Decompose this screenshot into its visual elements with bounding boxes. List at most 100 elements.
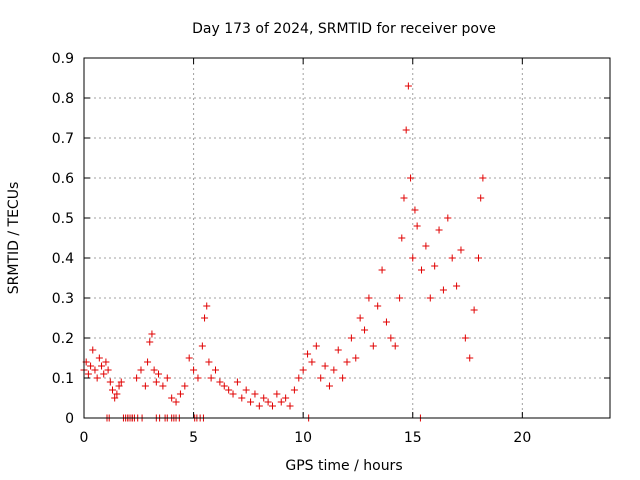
data-point (255, 402, 263, 410)
data-point (347, 334, 355, 342)
data-point (190, 366, 198, 374)
data-point (106, 378, 114, 386)
data-point (113, 390, 121, 398)
data-point (439, 286, 447, 294)
data-point (146, 338, 154, 346)
data-point (299, 366, 307, 374)
plot-frame (83, 57, 611, 419)
data-point (201, 314, 209, 322)
tick-labels: 0 0.1 0.2 0.3 0.4 0.5 0.6 0.7 0.8 0.9 0 5 10 15 20 (52, 51, 532, 446)
data-point (304, 350, 312, 358)
data-point (426, 294, 434, 302)
data-point (247, 398, 255, 406)
data-point (361, 326, 369, 334)
data-point (396, 294, 404, 302)
ticks-layer (83, 57, 610, 419)
data-point (330, 366, 338, 374)
data-point (413, 222, 421, 230)
y-tick-label: 0.1 (52, 371, 74, 387)
data-point (176, 390, 184, 398)
data-point (365, 294, 373, 302)
data-point (91, 366, 99, 374)
data-point (229, 390, 237, 398)
data-point (295, 374, 303, 382)
data-point (431, 262, 439, 270)
data-point (398, 234, 406, 242)
data-point (391, 342, 399, 350)
data-point (422, 242, 430, 250)
y-tick-label: 0 (65, 411, 74, 427)
data-point (461, 334, 469, 342)
y-tick-label: 0.9 (52, 51, 74, 67)
data-point (144, 358, 152, 366)
x-tick-label: 5 (189, 430, 198, 446)
data-point (378, 266, 386, 274)
chart-title: Day 173 of 2024, SRMTID for receiver pov… (192, 21, 496, 37)
data-point (343, 358, 351, 366)
data-point (220, 382, 228, 390)
data-point (286, 402, 294, 410)
data-point (369, 342, 377, 350)
data-point (155, 370, 163, 378)
data-point (479, 174, 487, 182)
data-point (282, 394, 290, 402)
data-point (260, 394, 268, 402)
data-point (207, 374, 215, 382)
x-tick-label: 20 (513, 430, 531, 446)
data-point (290, 386, 298, 394)
data-point (133, 374, 141, 382)
data-point (470, 306, 478, 314)
data-point (108, 386, 116, 394)
data-point (402, 126, 410, 134)
data-point (198, 342, 206, 350)
data-point (117, 378, 125, 386)
data-point (238, 394, 246, 402)
data-point (334, 346, 342, 354)
data-point (141, 382, 149, 390)
data-point (242, 386, 250, 394)
x-tick-label: 0 (80, 430, 89, 446)
y-tick-label: 0.6 (52, 171, 74, 187)
data-point (104, 366, 112, 374)
data-point (98, 362, 106, 370)
data-point (216, 378, 224, 386)
data-point (475, 254, 482, 262)
data-point (435, 226, 443, 234)
data-point (87, 362, 95, 370)
data-point (264, 398, 272, 406)
data-point (352, 354, 360, 362)
data-point (172, 398, 180, 406)
data-point (356, 314, 364, 322)
data-point (457, 246, 465, 254)
y-tick-label: 0.5 (52, 211, 74, 227)
data-point (374, 302, 382, 310)
y-axis-label: SRMTID / TECUs (6, 182, 22, 295)
data-point (84, 370, 92, 378)
data-point (325, 382, 333, 390)
data-point (339, 374, 347, 382)
data-point (111, 394, 119, 402)
data-point (102, 358, 110, 366)
points-layer (80, 82, 487, 422)
y-tick-label: 0.3 (52, 291, 74, 307)
data-point (89, 346, 97, 354)
data-point (444, 214, 452, 222)
data-point (100, 370, 108, 378)
data-point (233, 378, 241, 386)
data-point (312, 342, 320, 350)
data-point (404, 82, 412, 90)
data-point (400, 194, 408, 202)
data-point (453, 282, 461, 290)
data-point (150, 366, 158, 374)
data-point (185, 354, 193, 362)
data-point (168, 394, 176, 402)
data-point (225, 386, 233, 394)
data-point (268, 402, 276, 410)
data-point (95, 354, 103, 362)
data-point (418, 266, 426, 274)
y-tick-label: 0.2 (52, 331, 74, 347)
x-tick-label: 15 (404, 430, 422, 446)
data-point (137, 366, 145, 374)
data-point (203, 302, 211, 310)
data-point (409, 254, 417, 262)
